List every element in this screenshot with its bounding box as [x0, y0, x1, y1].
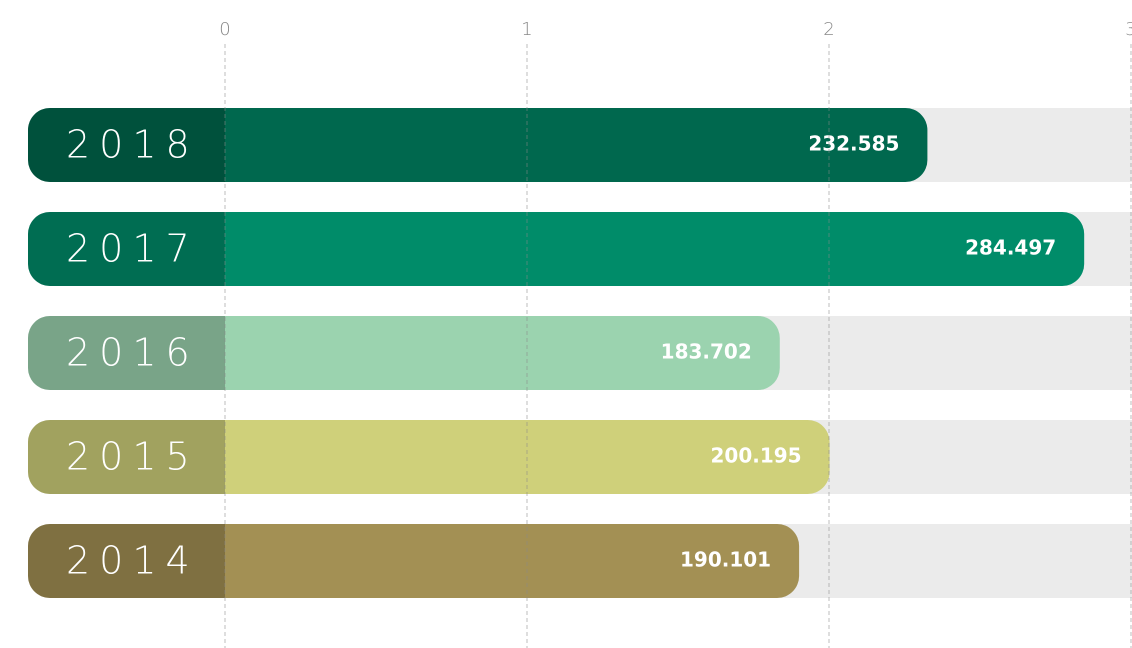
- category-label: 2016: [66, 331, 199, 375]
- bar: [28, 108, 928, 182]
- bar: [28, 316, 780, 390]
- bar: [28, 524, 800, 598]
- value-label: 200.195: [710, 444, 801, 468]
- value-label: 232.585: [808, 132, 899, 156]
- category-label: 2017: [66, 227, 199, 271]
- bars: 2018 232.585 2017 284.497 2016 183.702 2015 200…: [28, 108, 1085, 598]
- bar: [28, 212, 1085, 286]
- x-tick-label: 1: [521, 19, 532, 40]
- label-band: [28, 212, 225, 286]
- label-band: [28, 316, 225, 390]
- x-tick-label: 2: [823, 19, 834, 40]
- x-tick-label: 3: [1125, 19, 1132, 40]
- category-label: 2015: [66, 435, 199, 479]
- value-label: 190.101: [680, 548, 771, 572]
- label-band: [28, 108, 225, 182]
- label-band: [28, 420, 225, 494]
- value-label: 183.702: [661, 340, 752, 364]
- category-label: 2014: [66, 539, 199, 583]
- label-band: [28, 524, 225, 598]
- value-label: 284.497: [965, 236, 1056, 260]
- bar: [28, 420, 830, 494]
- category-label: 2018: [66, 123, 199, 167]
- x-tick-label: 0: [219, 19, 230, 40]
